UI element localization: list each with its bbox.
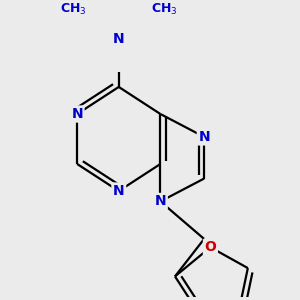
Text: O: O: [204, 240, 216, 254]
Text: CH$_3$: CH$_3$: [60, 2, 86, 17]
Text: CH$_3$: CH$_3$: [151, 2, 178, 17]
Text: N: N: [113, 32, 124, 46]
Text: N: N: [113, 184, 124, 198]
Text: N: N: [71, 107, 83, 121]
Text: N: N: [154, 194, 166, 208]
Text: N: N: [198, 130, 210, 144]
